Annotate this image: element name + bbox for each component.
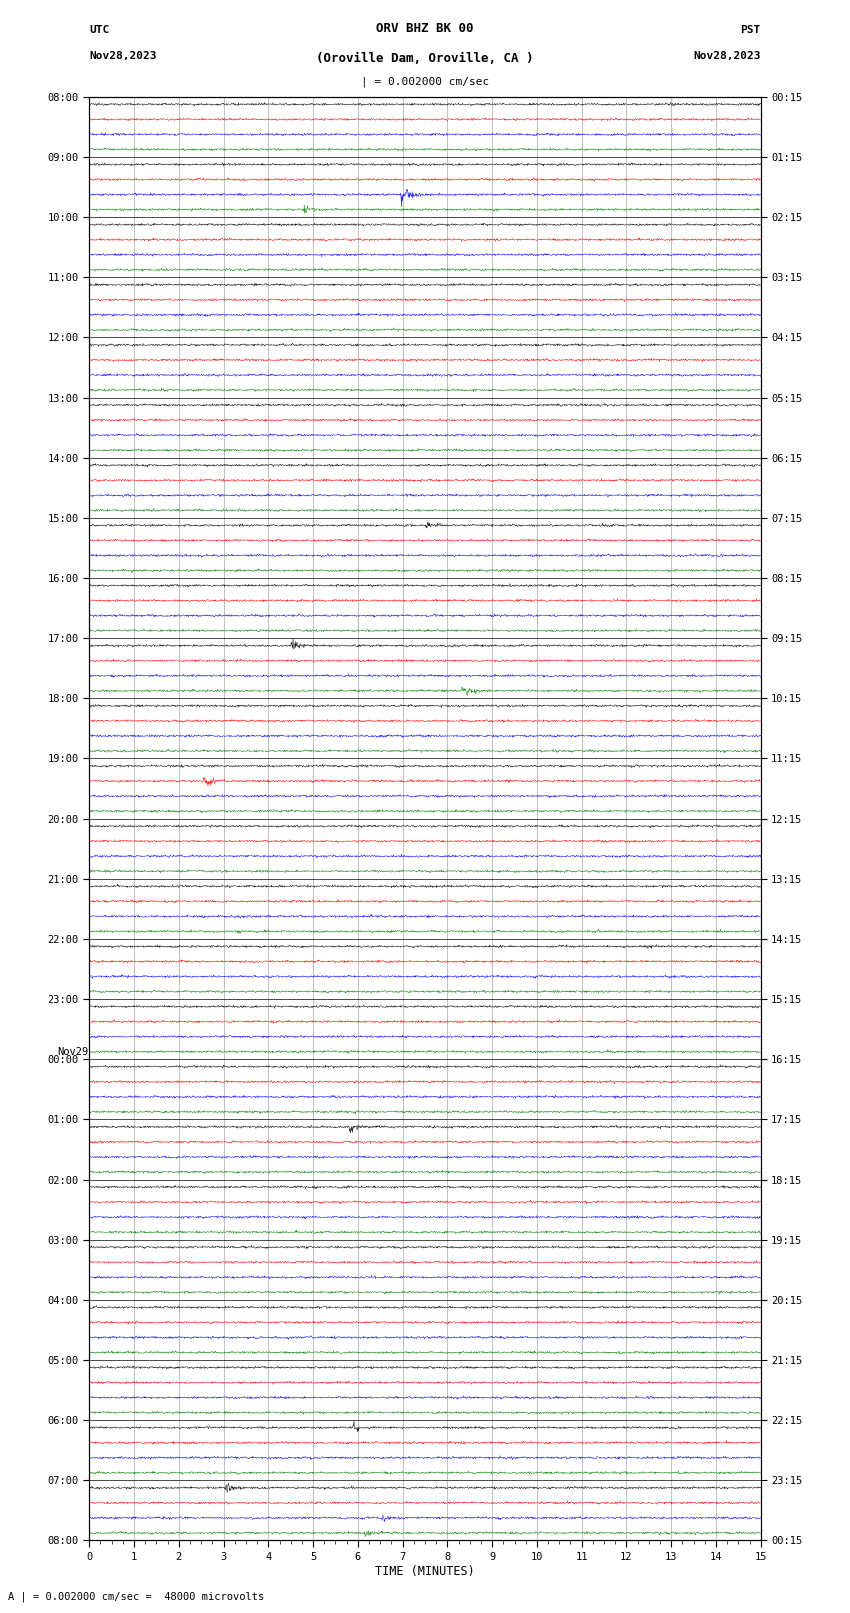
Text: Nov28,2023: Nov28,2023 — [89, 52, 156, 61]
Text: UTC: UTC — [89, 26, 110, 35]
X-axis label: TIME (MINUTES): TIME (MINUTES) — [375, 1565, 475, 1578]
Text: Nov29: Nov29 — [57, 1047, 88, 1057]
Text: Nov28,2023: Nov28,2023 — [694, 52, 761, 61]
Text: | = 0.002000 cm/sec: | = 0.002000 cm/sec — [361, 76, 489, 87]
Text: A | = 0.002000 cm/sec =  48000 microvolts: A | = 0.002000 cm/sec = 48000 microvolts — [8, 1592, 264, 1602]
Text: PST: PST — [740, 26, 761, 35]
Text: (Oroville Dam, Oroville, CA ): (Oroville Dam, Oroville, CA ) — [316, 52, 534, 65]
Text: ORV BHZ BK 00: ORV BHZ BK 00 — [377, 23, 473, 35]
